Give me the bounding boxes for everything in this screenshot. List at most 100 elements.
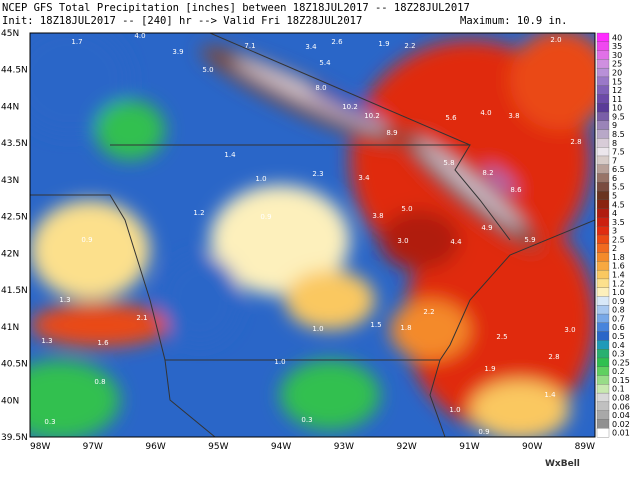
colorbar-swatch — [596, 41, 610, 52]
colorbar-label: 6 — [612, 174, 617, 183]
lon-label: 91W — [459, 442, 479, 452]
value-label: 2.8 — [548, 353, 559, 361]
value-label: 5.6 — [445, 114, 457, 122]
colorbar-swatch — [596, 331, 610, 341]
colorbar-swatch — [596, 375, 610, 385]
lon-label: 90W — [522, 442, 542, 452]
value-label: 3.0 — [564, 326, 575, 334]
colorbar-label: 0.8 — [612, 306, 625, 315]
value-label: 2.2 — [423, 308, 434, 316]
colorbar-swatch — [596, 85, 610, 95]
colorbar-swatch — [596, 278, 610, 289]
header-init: Init: 18Z18JUL2017 -- [240] hr --> Valid… — [2, 15, 362, 27]
value-label: 1.5 — [370, 321, 381, 329]
value-label: 2.8 — [570, 138, 581, 146]
colorbar-swatch — [596, 357, 610, 368]
colorbar-label: 9 — [612, 121, 617, 130]
value-label: 2.2 — [404, 42, 415, 50]
colorbar-label: 1.8 — [612, 253, 625, 262]
colorbar-label: 35 — [612, 42, 622, 51]
lon-label: 92W — [396, 442, 416, 452]
value-label: 0.9 — [478, 428, 489, 436]
value-label: 2.1 — [136, 314, 147, 322]
colorbar-label: 4.5 — [612, 200, 625, 209]
colorbar-label: 0.3 — [612, 350, 625, 359]
colorbar-swatch — [596, 199, 610, 210]
colorbar-swatch — [596, 111, 610, 122]
value-label: 1.6 — [97, 339, 109, 347]
value-label: 1.2 — [193, 209, 204, 217]
colorbar-swatch — [596, 269, 610, 280]
colorbar-label: 0.5 — [612, 332, 625, 341]
value-label: 1.4 — [544, 391, 556, 399]
colorbar-swatch — [596, 217, 610, 227]
lat-label: 44.5N — [1, 66, 28, 76]
colorbar-swatch — [596, 59, 610, 69]
colorbar-swatch — [596, 182, 610, 192]
colorbar-label: 6.5 — [612, 165, 625, 174]
colorbar-label: 10 — [612, 104, 622, 113]
colorbar-label: 4 — [612, 209, 617, 218]
state-borders — [30, 33, 595, 437]
value-label: 8.6 — [510, 186, 522, 194]
lon-label: 95W — [208, 442, 228, 452]
colorbar-label: 2.5 — [612, 235, 625, 244]
colorbar-swatch — [596, 401, 610, 412]
value-label: 1.0 — [274, 358, 285, 366]
colorbar-swatch — [596, 147, 610, 157]
colorbar-swatch — [596, 173, 610, 183]
colorbar-label: 11 — [612, 95, 622, 104]
value-label: 1.3 — [41, 337, 52, 345]
value-label: 0.3 — [301, 416, 312, 424]
colorbar-label: 0.25 — [612, 358, 630, 367]
colorbar-label: 1.6 — [612, 262, 625, 271]
value-label: 3.8 — [372, 212, 383, 220]
logo: WxBell — [545, 459, 580, 469]
colorbar-swatch — [596, 208, 610, 218]
colorbar-swatch — [596, 428, 610, 438]
colorbar-label: 0.04 — [612, 411, 630, 420]
colorbar-label: 8.5 — [612, 130, 625, 139]
colorbar-label: 12 — [612, 86, 622, 95]
value-label: 8.0 — [315, 84, 326, 92]
lon-label: 96W — [145, 442, 165, 452]
colorbar-label: 0.15 — [612, 376, 630, 385]
value-label: 1.7 — [71, 38, 82, 46]
value-label: 2.5 — [496, 333, 507, 341]
colorbar-swatch — [596, 120, 610, 131]
colorbar-swatch — [596, 322, 610, 333]
map-area — [30, 33, 595, 437]
colorbar-swatch — [596, 129, 610, 139]
colorbar-swatch — [596, 410, 610, 420]
colorbar-swatch — [596, 296, 610, 306]
value-label: 2.6 — [331, 38, 343, 46]
map-frame — [29, 32, 596, 438]
lon-label: 89W — [575, 442, 595, 452]
value-label: 1.4 — [224, 151, 236, 159]
colorbar-label: 0.2 — [612, 367, 625, 376]
value-label: 1.3 — [59, 296, 70, 304]
lat-label: 40N — [1, 396, 19, 406]
colorbar-swatch — [596, 67, 610, 78]
value-label: 4.9 — [481, 224, 492, 232]
colorbar-label: 30 — [612, 51, 622, 60]
value-label: 10.2 — [342, 103, 358, 111]
value-label: 0.8 — [94, 378, 105, 386]
colorbar-label: 20 — [612, 69, 622, 78]
colorbar-label: 0.6 — [612, 323, 625, 332]
colorbar-label: 1.2 — [612, 279, 625, 288]
lon-label: 94W — [271, 442, 291, 452]
colorbar-swatch — [596, 313, 610, 324]
value-label: 3.0 — [397, 237, 408, 245]
lat-label: 42.5N — [1, 213, 28, 223]
colorbar-swatch — [596, 243, 610, 254]
value-label: 1.0 — [255, 175, 266, 183]
value-label: 0.3 — [44, 418, 55, 426]
colorbar-swatch — [596, 349, 610, 359]
value-label: 5.4 — [319, 59, 331, 67]
colorbar-swatch — [596, 392, 610, 403]
value-label: 2.0 — [550, 36, 561, 44]
lat-label: 43N — [1, 176, 19, 186]
